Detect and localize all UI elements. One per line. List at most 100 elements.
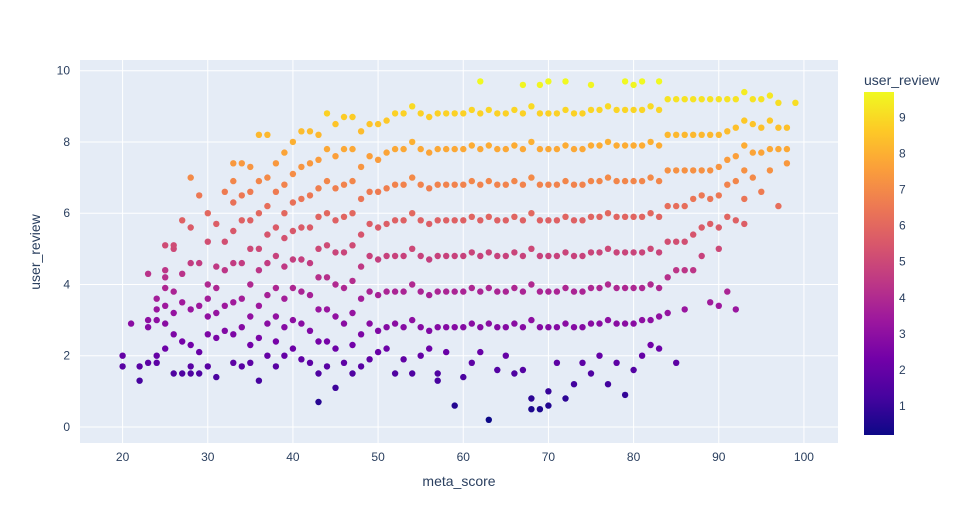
data-point [170,370,177,377]
data-point [468,142,475,149]
data-point [579,181,586,188]
data-point [494,110,501,117]
data-point [596,106,603,114]
data-point [494,181,501,188]
data-point [170,309,177,317]
data-point [553,145,561,153]
data-point [519,181,527,188]
data-point [511,249,518,256]
data-point [272,338,280,345]
data-point [587,320,595,327]
data-point [587,284,595,292]
data-point [647,138,654,146]
data-point [323,177,331,185]
data-point [366,252,373,260]
data-point [281,295,288,302]
data-point [511,320,518,327]
data-point [775,124,782,131]
data-point [519,145,527,153]
data-point [340,213,348,220]
data-point [349,145,356,153]
data-point [553,359,561,366]
data-point [400,181,407,188]
data-point [468,177,475,185]
data-point [255,210,263,217]
data-point [238,324,245,331]
data-point [468,106,475,114]
data-point [289,138,297,146]
data-point [758,96,765,103]
data-point [468,359,475,366]
data-point [562,395,569,402]
data-point [519,288,527,295]
data-point [357,128,365,135]
data-point [281,210,288,217]
data-point [655,142,663,149]
data-point [519,110,527,117]
data-point [264,202,271,210]
data-point [391,370,399,377]
data-point [272,313,280,320]
data-point [332,185,339,192]
data-point [374,224,382,231]
data-point [673,238,680,245]
colorbar-tick-label: 2 [899,363,906,377]
data-point [187,174,194,181]
data-point [426,291,433,299]
data-point [238,295,245,302]
data-point [630,284,637,292]
data-point [485,177,492,185]
data-point [596,284,603,292]
data-point [511,213,518,220]
data-point [732,306,739,313]
y-tick-label: 10 [57,64,71,78]
data-point [494,217,501,224]
data-point [511,142,518,149]
data-point [477,217,484,224]
data-point [613,320,620,327]
data-point [485,106,492,114]
data-point [323,306,331,313]
data-point [638,352,646,359]
data-point [681,202,688,210]
data-point [136,363,143,370]
y-axis-title: user_review [27,213,43,289]
data-point [690,267,697,274]
data-point [562,177,569,185]
colorbar-tick-label: 7 [899,182,906,196]
data-point [323,338,331,345]
data-point [238,217,245,224]
data-point [170,288,177,295]
data-point [621,78,629,85]
data-point [417,288,424,295]
data-point [221,267,228,274]
data-point [144,270,152,277]
data-point [357,231,365,238]
data-point [494,366,501,374]
data-point [264,131,271,138]
data-point [681,267,688,274]
data-point [247,341,254,349]
data-point [766,167,774,174]
data-point [638,213,646,220]
data-point [511,370,518,377]
data-point [460,145,467,153]
data-point [400,288,407,295]
data-point [357,331,365,338]
data-point [153,295,160,302]
data-point [664,309,671,317]
data-point [613,106,620,114]
data-point [570,324,578,331]
data-point [528,103,535,110]
data-point [374,327,382,334]
data-point [460,288,467,295]
data-point [792,99,799,107]
data-point [477,324,484,331]
data-point [519,366,527,374]
data-point [638,249,646,256]
data-point [707,299,714,306]
data-point [426,345,433,352]
data-point [468,320,475,327]
data-point [570,110,578,117]
data-point [664,167,671,174]
